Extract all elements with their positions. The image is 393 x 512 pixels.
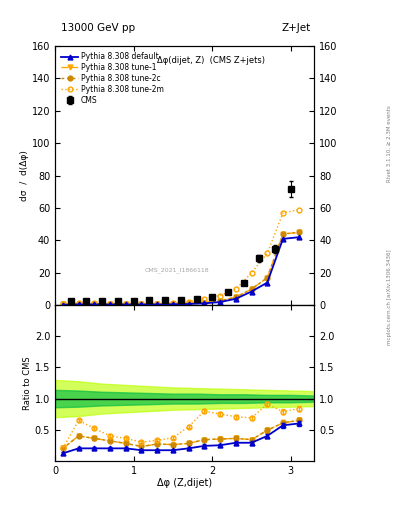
Pythia 8.308 default bbox=[76, 302, 81, 308]
Pythia 8.308 tune-2m bbox=[202, 296, 207, 302]
Pythia 8.308 tune-2m bbox=[218, 292, 222, 298]
Text: Rivet 3.1.10, ≥ 2.3M events: Rivet 3.1.10, ≥ 2.3M events bbox=[387, 105, 392, 182]
Pythia 8.308 tune-2c bbox=[139, 301, 144, 307]
Pythia 8.308 tune-1 bbox=[123, 301, 128, 307]
Pythia 8.308 tune-1 bbox=[249, 286, 254, 292]
Pythia 8.308 tune-2m bbox=[249, 270, 254, 276]
Pythia 8.308 tune-2c bbox=[186, 301, 191, 307]
Text: mcplots.cern.ch [arXiv:1306.3436]: mcplots.cern.ch [arXiv:1306.3436] bbox=[387, 249, 392, 345]
Pythia 8.308 default bbox=[249, 288, 254, 294]
Pythia 8.308 tune-2c bbox=[155, 301, 160, 307]
Pythia 8.308 tune-2c bbox=[218, 297, 222, 304]
Pythia 8.308 tune-2m bbox=[296, 207, 301, 213]
Text: Δφ(dijet, Z)  (CMS Z+jets): Δφ(dijet, Z) (CMS Z+jets) bbox=[157, 56, 264, 66]
Pythia 8.308 default bbox=[123, 302, 128, 308]
Pythia 8.308 tune-2c bbox=[281, 231, 285, 237]
Pythia 8.308 tune-2c bbox=[123, 301, 128, 307]
X-axis label: Δφ (Z,dijet): Δφ (Z,dijet) bbox=[157, 478, 212, 488]
Pythia 8.308 default bbox=[218, 299, 222, 305]
Pythia 8.308 tune-1 bbox=[171, 301, 175, 307]
Pythia 8.308 tune-2m bbox=[139, 301, 144, 307]
Pythia 8.308 tune-2c bbox=[249, 286, 254, 292]
Y-axis label: dσ  /  d(Δφ): dσ / d(Δφ) bbox=[20, 150, 29, 201]
Pythia 8.308 tune-1 bbox=[233, 294, 238, 300]
Line: Pythia 8.308 default: Pythia 8.308 default bbox=[61, 235, 301, 307]
Pythia 8.308 tune-2c bbox=[76, 301, 81, 307]
Pythia 8.308 tune-2m bbox=[186, 298, 191, 305]
Pythia 8.308 default bbox=[61, 302, 65, 308]
Pythia 8.308 tune-2c bbox=[265, 274, 270, 281]
Pythia 8.308 tune-2c bbox=[296, 229, 301, 236]
Pythia 8.308 tune-2m bbox=[123, 301, 128, 307]
Pythia 8.308 tune-2c bbox=[108, 301, 112, 307]
Pythia 8.308 tune-1 bbox=[265, 274, 270, 281]
Pythia 8.308 default bbox=[186, 301, 191, 307]
Line: Pythia 8.308 tune-1: Pythia 8.308 tune-1 bbox=[61, 230, 301, 307]
Pythia 8.308 default bbox=[92, 302, 97, 308]
Pythia 8.308 tune-1 bbox=[61, 302, 65, 308]
Pythia 8.308 default bbox=[233, 296, 238, 302]
Line: Pythia 8.308 tune-2m: Pythia 8.308 tune-2m bbox=[61, 207, 301, 307]
Pythia 8.308 tune-1 bbox=[108, 301, 112, 307]
Pythia 8.308 tune-1 bbox=[76, 301, 81, 307]
Pythia 8.308 default bbox=[171, 301, 175, 307]
Pythia 8.308 default bbox=[202, 300, 207, 306]
Pythia 8.308 tune-2m bbox=[233, 286, 238, 292]
Pythia 8.308 default bbox=[296, 234, 301, 240]
Pythia 8.308 default bbox=[281, 236, 285, 242]
Pythia 8.308 default bbox=[265, 280, 270, 286]
Text: CMS_2021_I1866118: CMS_2021_I1866118 bbox=[145, 268, 209, 273]
Pythia 8.308 tune-2m bbox=[108, 301, 112, 307]
Pythia 8.308 tune-1 bbox=[139, 301, 144, 307]
Pythia 8.308 tune-2c bbox=[171, 301, 175, 307]
Pythia 8.308 tune-1 bbox=[296, 229, 301, 236]
Line: Pythia 8.308 tune-2c: Pythia 8.308 tune-2c bbox=[61, 230, 301, 307]
Text: Z+Jet: Z+Jet bbox=[281, 23, 310, 33]
Pythia 8.308 tune-1 bbox=[186, 301, 191, 307]
Pythia 8.308 tune-2m bbox=[76, 300, 81, 306]
Pythia 8.308 tune-2c bbox=[92, 301, 97, 307]
Pythia 8.308 default bbox=[139, 302, 144, 308]
Pythia 8.308 tune-2c bbox=[61, 302, 65, 308]
Y-axis label: Ratio to CMS: Ratio to CMS bbox=[23, 356, 32, 410]
Pythia 8.308 default bbox=[155, 302, 160, 308]
Pythia 8.308 tune-1 bbox=[218, 297, 222, 304]
Pythia 8.308 tune-2m bbox=[281, 210, 285, 216]
Pythia 8.308 tune-2c bbox=[202, 300, 207, 306]
Pythia 8.308 tune-2m bbox=[155, 301, 160, 307]
Pythia 8.308 tune-1 bbox=[92, 301, 97, 307]
Text: 13000 GeV pp: 13000 GeV pp bbox=[61, 23, 135, 33]
Pythia 8.308 default bbox=[108, 302, 112, 308]
Pythia 8.308 tune-2m bbox=[92, 300, 97, 306]
Pythia 8.308 tune-2m bbox=[171, 300, 175, 306]
Pythia 8.308 tune-2m bbox=[61, 302, 65, 308]
Legend: Pythia 8.308 default, Pythia 8.308 tune-1, Pythia 8.308 tune-2c, Pythia 8.308 tu: Pythia 8.308 default, Pythia 8.308 tune-… bbox=[59, 50, 166, 107]
Pythia 8.308 tune-1 bbox=[281, 231, 285, 237]
Pythia 8.308 tune-1 bbox=[155, 301, 160, 307]
Pythia 8.308 tune-2m bbox=[265, 250, 270, 257]
Pythia 8.308 tune-1 bbox=[202, 300, 207, 306]
Pythia 8.308 tune-2c bbox=[233, 294, 238, 300]
